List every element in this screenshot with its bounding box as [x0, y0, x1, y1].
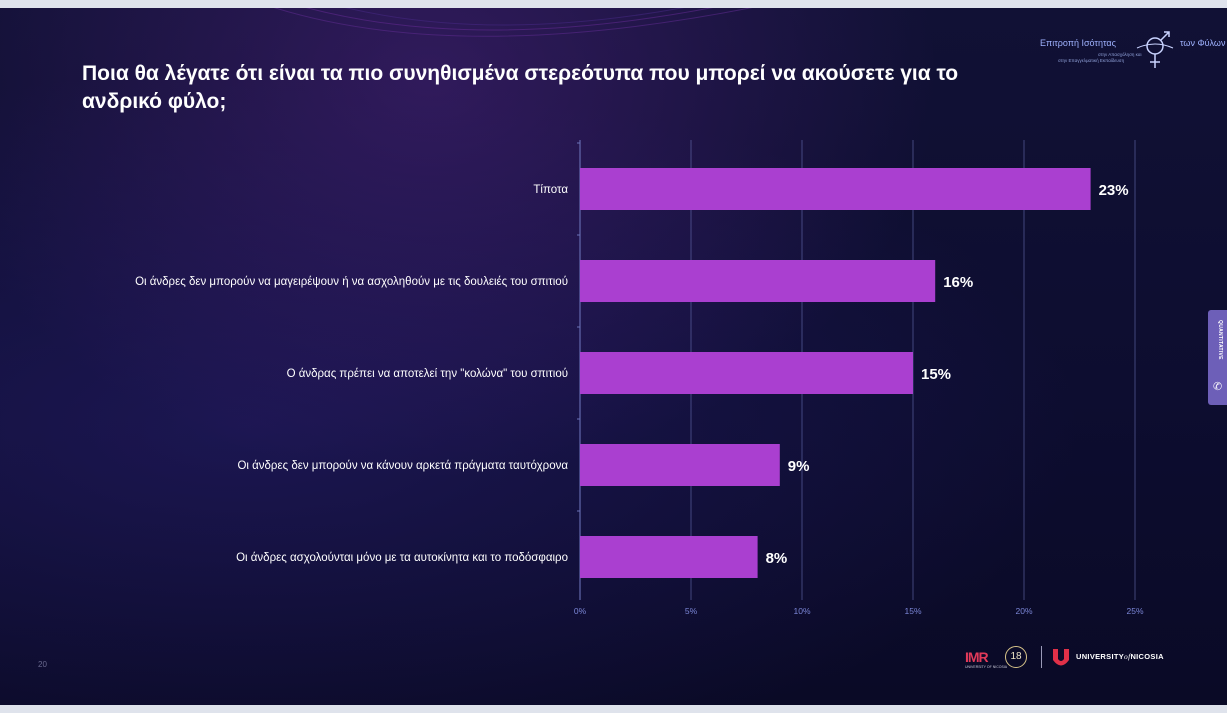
category-label: Τίποτα — [533, 184, 568, 196]
x-tick-label: 0% — [574, 606, 587, 616]
question-title: Ποια θα λέγατε ότι είναι τα πιο συνηθισμ… — [82, 62, 959, 113]
x-tick-label: 25% — [1126, 606, 1143, 616]
page-number: 20 — [38, 660, 47, 669]
side-tab[interactable] — [1208, 310, 1227, 405]
value-label: 16% — [943, 274, 973, 291]
logo-subtext-2: στην Επαγγελματική Εκπαίδευση — [1058, 58, 1125, 63]
bar — [580, 444, 780, 486]
bar — [580, 352, 913, 394]
logo-text-right: των Φύλων — [1180, 38, 1226, 48]
x-tick-label: 15% — [904, 606, 921, 616]
equality-committee-logo: Επιτροπή Ισότητας των Φύλων στην Απασχόλ… — [1040, 22, 1227, 82]
x-tick-label: 10% — [793, 606, 810, 616]
category-label: Οι άνδρες ασχολούνται μόνο με τα αυτοκίν… — [236, 552, 568, 564]
imr-logo: IMR — [965, 649, 989, 665]
logo-text-main: Επιτροπή Ισότητας — [1040, 38, 1116, 48]
x-tick-label: 5% — [685, 606, 698, 616]
slide: Επιτροπή Ισότητας των Φύλων στην Απασχόλ… — [0, 8, 1227, 705]
university-logo-icon — [1053, 649, 1069, 666]
anniversary-badge: 18 — [1005, 646, 1027, 668]
x-tick-label: 20% — [1015, 606, 1032, 616]
side-tab-label: QUANTITATIVE — [1217, 320, 1223, 360]
imr-logo-subtext: UNIVERSITY OF NICOSIA — [965, 665, 1008, 669]
value-label: 15% — [921, 366, 951, 383]
bar — [580, 168, 1091, 210]
category-label: Ο άνδρας πρέπει να αποτελεί την "κολώνα"… — [287, 368, 568, 380]
footer-divider — [1041, 646, 1042, 668]
value-label: 23% — [1099, 182, 1129, 199]
phone-icon: ✆ — [1213, 381, 1223, 393]
bar — [580, 260, 936, 302]
gender-symbol-icon — [1136, 31, 1174, 68]
top-edge-strip — [0, 0, 1227, 8]
category-label: Οι άνδρες δεν μπορούν να μαγειρέψουν ή ν… — [135, 276, 568, 288]
bar-chart: 0% 5% 10% 15% 20% 25% Τίποτα 23% Οι άνδρες δεν μ… — [135, 140, 1144, 616]
decorative-swirl — [273, 8, 753, 37]
bar — [580, 536, 758, 578]
university-name: UNIVERSITYofNICOSIA — [1076, 652, 1164, 661]
value-label: 9% — [788, 458, 810, 475]
footer-logos: IMR UNIVERSITY OF NICOSIA 18 UNIVERSITYo… — [965, 644, 1195, 674]
logo-subtext-1: στην Απασχόληση και — [1098, 52, 1142, 57]
category-label: Οι άνδρες δεν μπορούν να κάνουν αρκετά π… — [237, 460, 568, 472]
bottom-edge-strip — [0, 705, 1227, 713]
value-label: 8% — [766, 550, 788, 567]
